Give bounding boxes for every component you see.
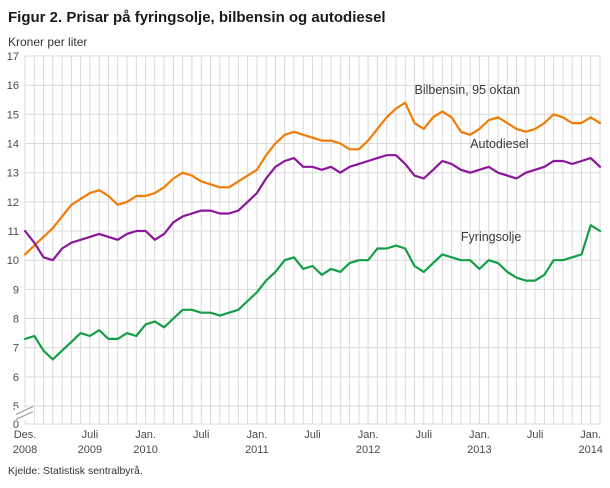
- y-axis-title: Kroner per liter: [8, 35, 88, 49]
- series-line-fyringsolje: [23, 224, 602, 361]
- x-tick-label-month: Des.: [14, 429, 37, 441]
- y-tick-label: 9: [13, 284, 19, 296]
- x-tick-label-month: Juli: [527, 429, 544, 441]
- x-tick-label-year: 2012: [356, 444, 380, 456]
- chart-title: Figur 2. Prisar på fyringsolje, bilbensi…: [8, 9, 386, 26]
- x-tick-label-month: Jan.: [135, 429, 156, 441]
- x-tick-label-month: Jan.: [580, 429, 601, 441]
- source-note: Kjelde: Statistisk sentralbyrå.: [8, 465, 143, 477]
- y-tick-label: 0: [13, 419, 19, 431]
- axis-break-icon: [15, 405, 34, 416]
- axis-break-mask: [15, 408, 34, 420]
- y-tick-label: 11: [8, 226, 19, 238]
- x-tick-label-month: Jan.: [247, 429, 268, 441]
- x-tick-label-month: Jan.: [358, 429, 379, 441]
- series-label-autodiesel: Autodiesel: [470, 137, 528, 151]
- series-line-autodiesel: [23, 154, 602, 262]
- y-tick-label: 8: [13, 314, 19, 326]
- x-tick-label-year: 2008: [13, 444, 37, 456]
- series-label-bilbensin: Bilbensin, 95 oktan: [415, 83, 521, 97]
- y-tick-label: 13: [7, 168, 19, 180]
- x-tick-label-year: 2010: [133, 444, 157, 456]
- y-tick-label: 5: [13, 401, 19, 413]
- x-tick-label-month: Juli: [416, 429, 433, 441]
- y-tick-label: 6: [13, 372, 19, 384]
- y-tick-label: 10: [7, 255, 19, 267]
- x-tick-label-month: Jan.: [469, 429, 490, 441]
- y-tick-label: 16: [7, 80, 19, 92]
- series-label-fyringsolje: Fyringsolje: [461, 230, 521, 244]
- y-tick-label: 7: [13, 343, 19, 355]
- y-tick-label: 14: [7, 139, 19, 151]
- x-tick-label-month: Juli: [82, 429, 99, 441]
- y-tick-label: 17: [7, 51, 19, 63]
- x-tick-label-year: 2009: [78, 444, 102, 456]
- x-tick-label-month: Juli: [304, 429, 321, 441]
- x-tick-label-year: 2013: [467, 444, 491, 456]
- series-line-bilbensin: [23, 101, 602, 256]
- y-tick-label: 15: [7, 109, 19, 121]
- x-tick-label-month: Juli: [193, 429, 210, 441]
- x-tick-label-year: 2011: [245, 444, 269, 456]
- y-tick-label: 12: [7, 197, 19, 209]
- axis-break-icon: [15, 410, 34, 421]
- x-tick-label-year: 2014: [578, 444, 602, 456]
